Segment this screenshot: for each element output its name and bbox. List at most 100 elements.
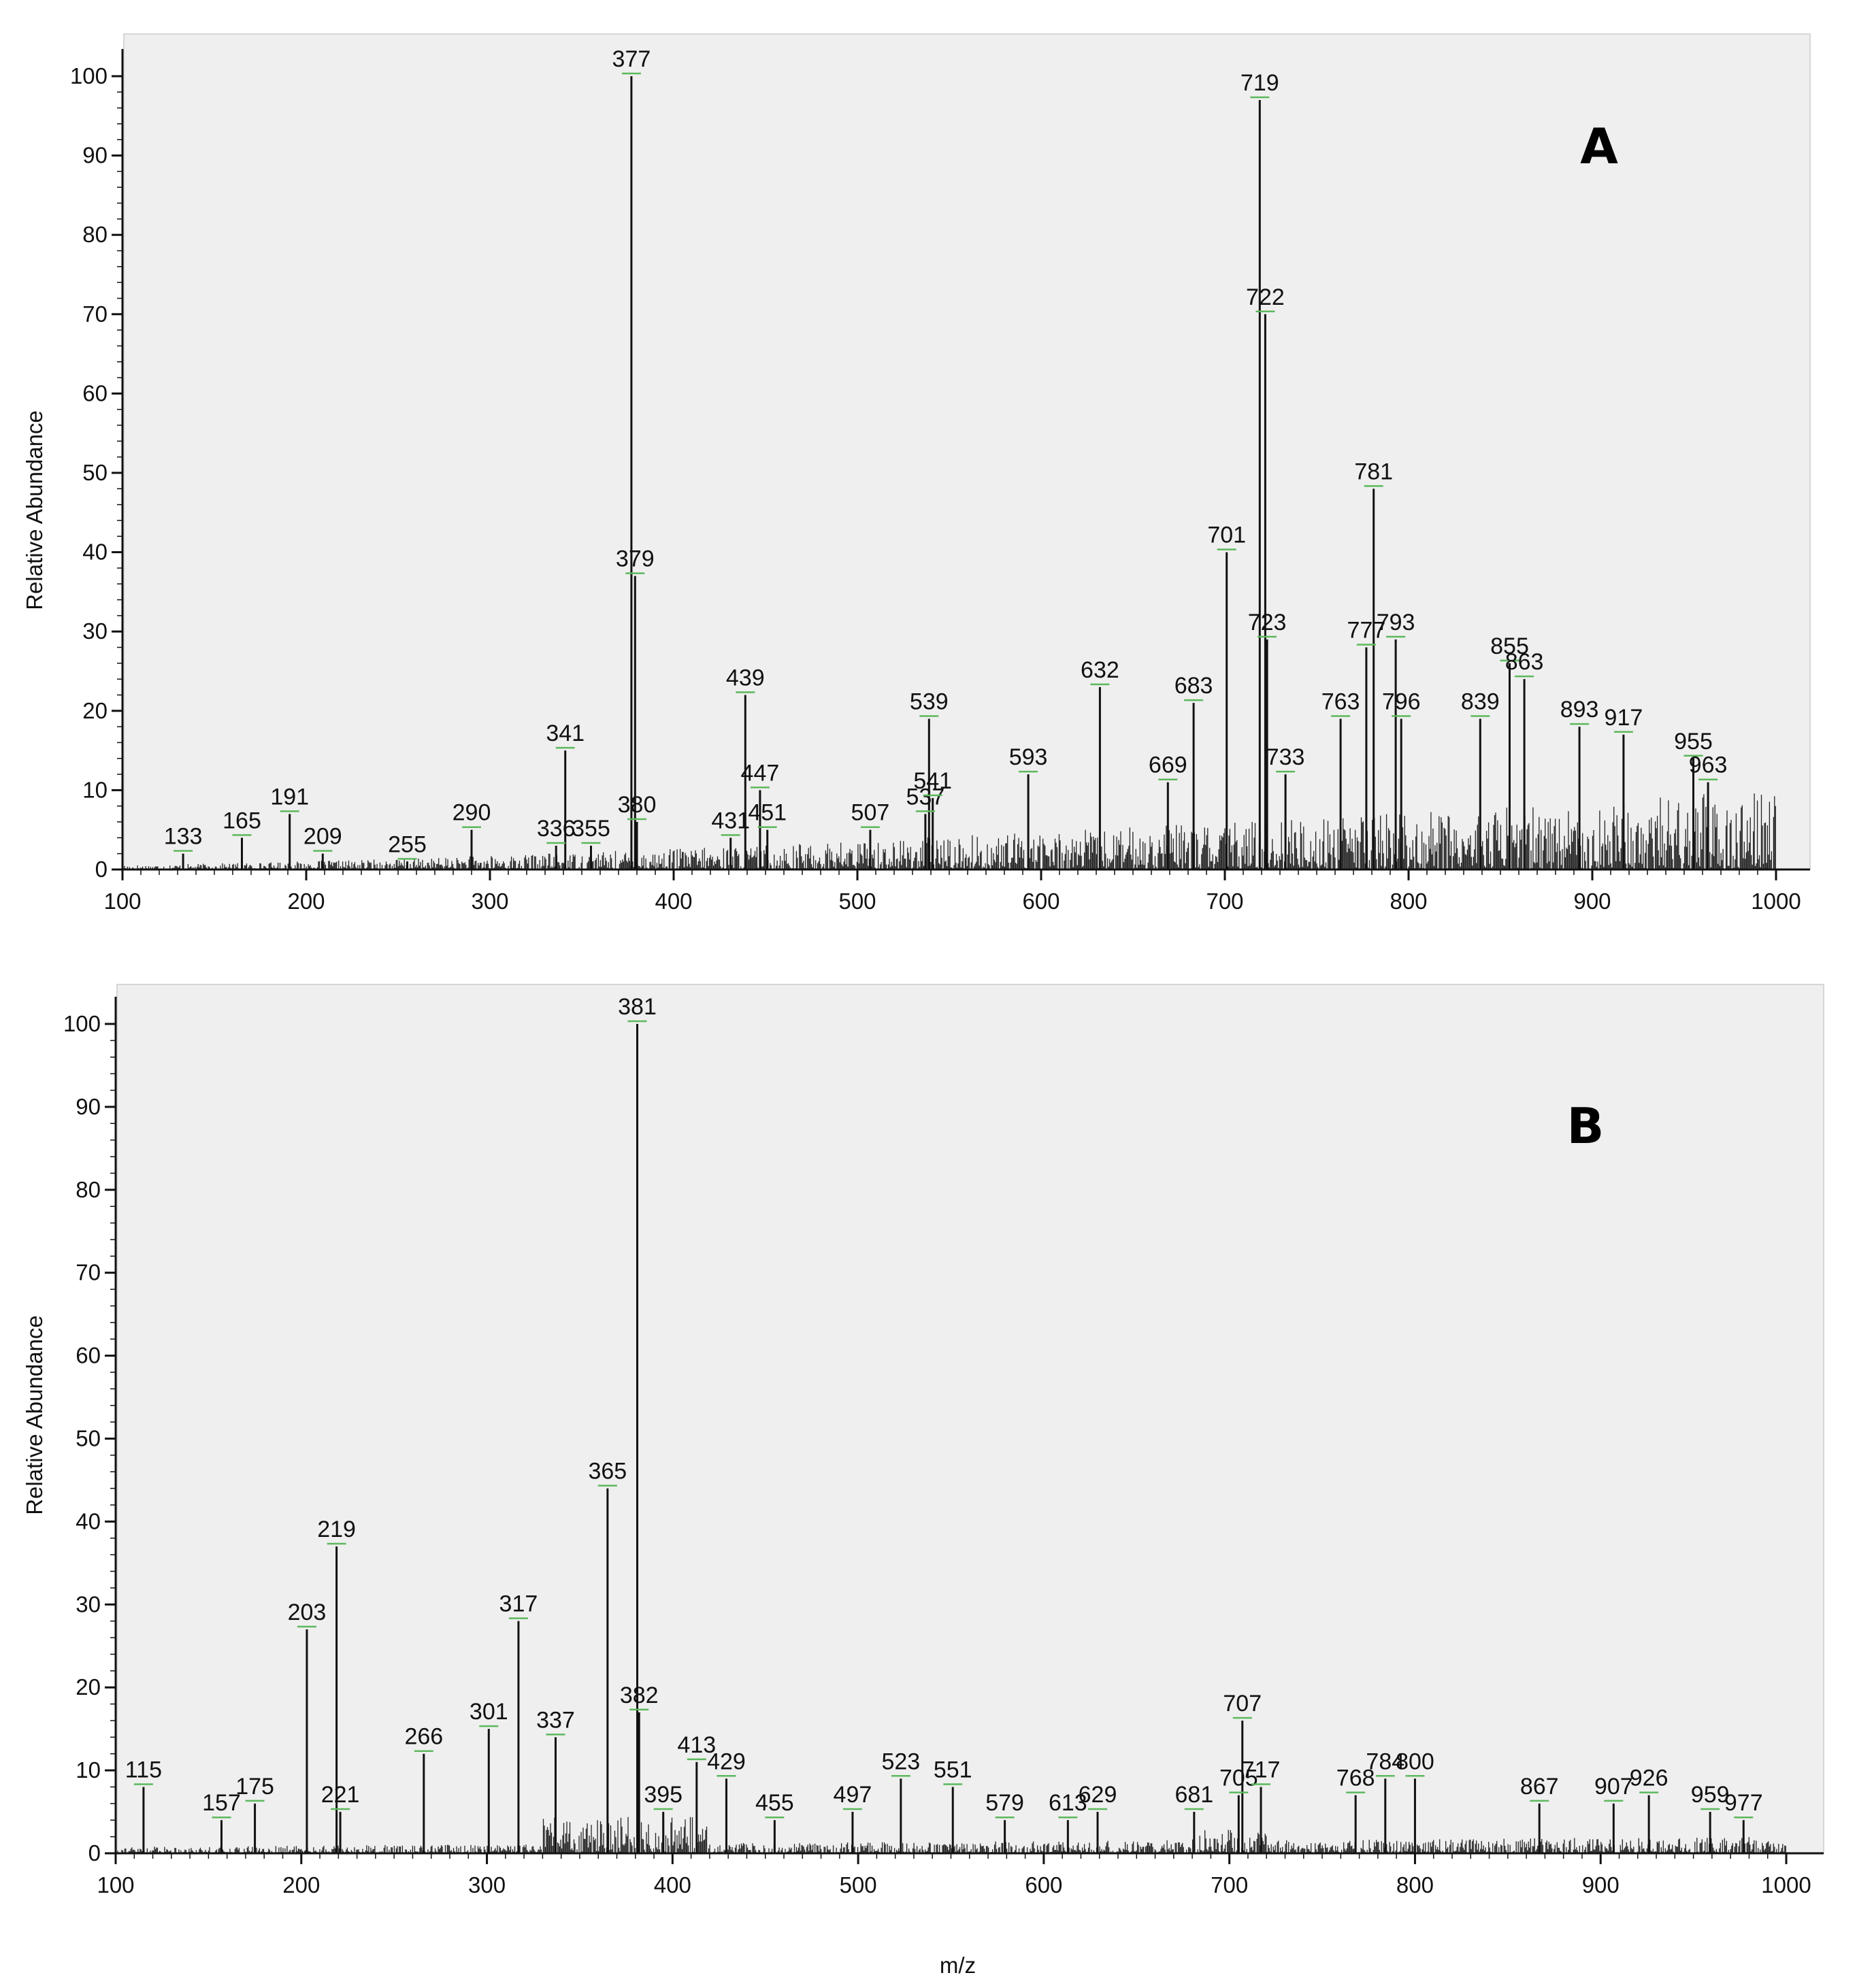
peak-label-317: 317 [499, 1591, 538, 1617]
peak-label-429: 429 [707, 1749, 746, 1774]
plot-area [123, 33, 1811, 870]
x-tick-label: 200 [287, 889, 325, 914]
peak-label-523: 523 [881, 1749, 920, 1774]
x-tick-label: 800 [1390, 889, 1427, 914]
x-tick-label: 900 [1582, 1872, 1620, 1898]
peak-label-451: 451 [748, 800, 787, 826]
peak-label-219: 219 [317, 1517, 356, 1542]
x-tick-label: 700 [1206, 889, 1243, 914]
peak-label-907: 907 [1594, 1774, 1633, 1800]
y-tick-label: 40 [76, 1508, 101, 1534]
y-tick-label: 80 [82, 222, 108, 247]
peak-label-719: 719 [1240, 70, 1279, 96]
peak-label-579: 579 [985, 1790, 1024, 1816]
peak-label-165: 165 [223, 808, 261, 833]
peak-label-723: 723 [1248, 610, 1287, 635]
x-tick-label: 900 [1573, 889, 1611, 914]
peak-label-733: 733 [1266, 744, 1305, 770]
y-tick-label: 100 [63, 1011, 101, 1036]
panel-label: A [1580, 118, 1618, 175]
y-tick-label: 60 [82, 380, 108, 405]
peak-label-381: 381 [618, 994, 657, 1020]
peak-label-793: 793 [1377, 610, 1415, 635]
y-tick-label: 40 [82, 540, 108, 565]
y-tick-label: 10 [82, 777, 108, 802]
peak-label-863: 863 [1505, 649, 1544, 675]
peaks [182, 76, 1709, 869]
peak-label-701: 701 [1207, 523, 1246, 548]
peak-label-380: 380 [618, 792, 657, 818]
peak-label-379: 379 [616, 546, 655, 572]
y-tick-label: 80 [76, 1177, 101, 1202]
x-tick-label: 500 [838, 889, 876, 914]
peak-label-784: 784 [1366, 1749, 1404, 1774]
peak-label-537: 537 [906, 784, 945, 810]
peak-label-632: 632 [1081, 657, 1119, 683]
peak-label-800: 800 [1396, 1749, 1434, 1774]
x-tick-label: 1000 [1751, 889, 1801, 914]
peak-label-796: 796 [1382, 689, 1421, 714]
x-axis-title: m/z [940, 1953, 976, 1978]
x-tick-label: 600 [1022, 889, 1059, 914]
x-tick-label: 1000 [1761, 1872, 1811, 1898]
peak-label-541: 541 [913, 768, 952, 794]
peak-label-613: 613 [1049, 1790, 1087, 1816]
y-tick-label: 60 [76, 1343, 101, 1368]
peak-label-341: 341 [546, 720, 585, 746]
peak-label-683: 683 [1174, 673, 1213, 699]
peak-label-336: 336 [537, 816, 576, 842]
peak-label-203: 203 [288, 1600, 327, 1625]
peak-label-955: 955 [1674, 729, 1713, 755]
peak-label-855: 855 [1490, 633, 1529, 659]
y-axis-title: Relative Abundance [22, 1315, 47, 1515]
peak-label-507: 507 [851, 800, 890, 826]
y-tick-label: 0 [88, 1840, 101, 1866]
x-tick-label: 200 [282, 1872, 320, 1898]
peak-label-355: 355 [572, 816, 610, 842]
peak-label-255: 255 [388, 831, 427, 857]
peak-label-395: 395 [644, 1782, 683, 1808]
peak-label-681: 681 [1174, 1782, 1213, 1808]
y-tick-label: 50 [82, 460, 108, 485]
x-tick-label: 100 [103, 889, 141, 914]
peak-label-893: 893 [1560, 697, 1599, 723]
x-tick-label: 400 [654, 1872, 691, 1898]
peak-label-382: 382 [620, 1683, 659, 1708]
y-tick-label: 0 [95, 857, 108, 882]
axes: 100 200 300 400 500 600 700 800 900 1000 0 10 20 30 40… [22, 997, 1824, 1978]
peak-label-926: 926 [1630, 1766, 1669, 1791]
peak-label-705: 705 [1219, 1766, 1258, 1791]
y-tick-label: 90 [82, 143, 108, 168]
peak-label-497: 497 [834, 1782, 872, 1808]
peak-label-413: 413 [677, 1732, 716, 1758]
peak-label-301: 301 [470, 1699, 508, 1725]
peak-label-669: 669 [1149, 752, 1187, 778]
peak-label-191: 191 [270, 784, 309, 810]
x-tick-label: 300 [471, 889, 508, 914]
peak-label-455: 455 [755, 1790, 794, 1816]
y-tick-label: 90 [76, 1094, 101, 1119]
peak-label-917: 917 [1605, 705, 1643, 731]
peak-label-447: 447 [741, 760, 780, 786]
y-tick-label: 70 [76, 1260, 101, 1285]
panel-label: B [1567, 1097, 1605, 1155]
peak-label-977: 977 [1724, 1790, 1763, 1816]
peak-label-157: 157 [202, 1790, 241, 1816]
peak-label-431: 431 [711, 808, 750, 833]
peak-label-290: 290 [453, 800, 491, 826]
peak-label-763: 763 [1321, 689, 1360, 714]
y-tick-label: 20 [76, 1674, 101, 1700]
peak-label-115: 115 [125, 1757, 162, 1783]
plot-area [116, 984, 1824, 1854]
axes: 100 200 300 400 500 600 700 800 900 1000 0 10 20 30 40… [22, 49, 1810, 914]
x-tick-label: 600 [1025, 1872, 1062, 1898]
peak-label-707: 707 [1223, 1691, 1262, 1717]
x-tick-label: 300 [468, 1872, 506, 1898]
peak-label-365: 365 [588, 1459, 627, 1485]
peak-label-133: 133 [164, 824, 203, 850]
